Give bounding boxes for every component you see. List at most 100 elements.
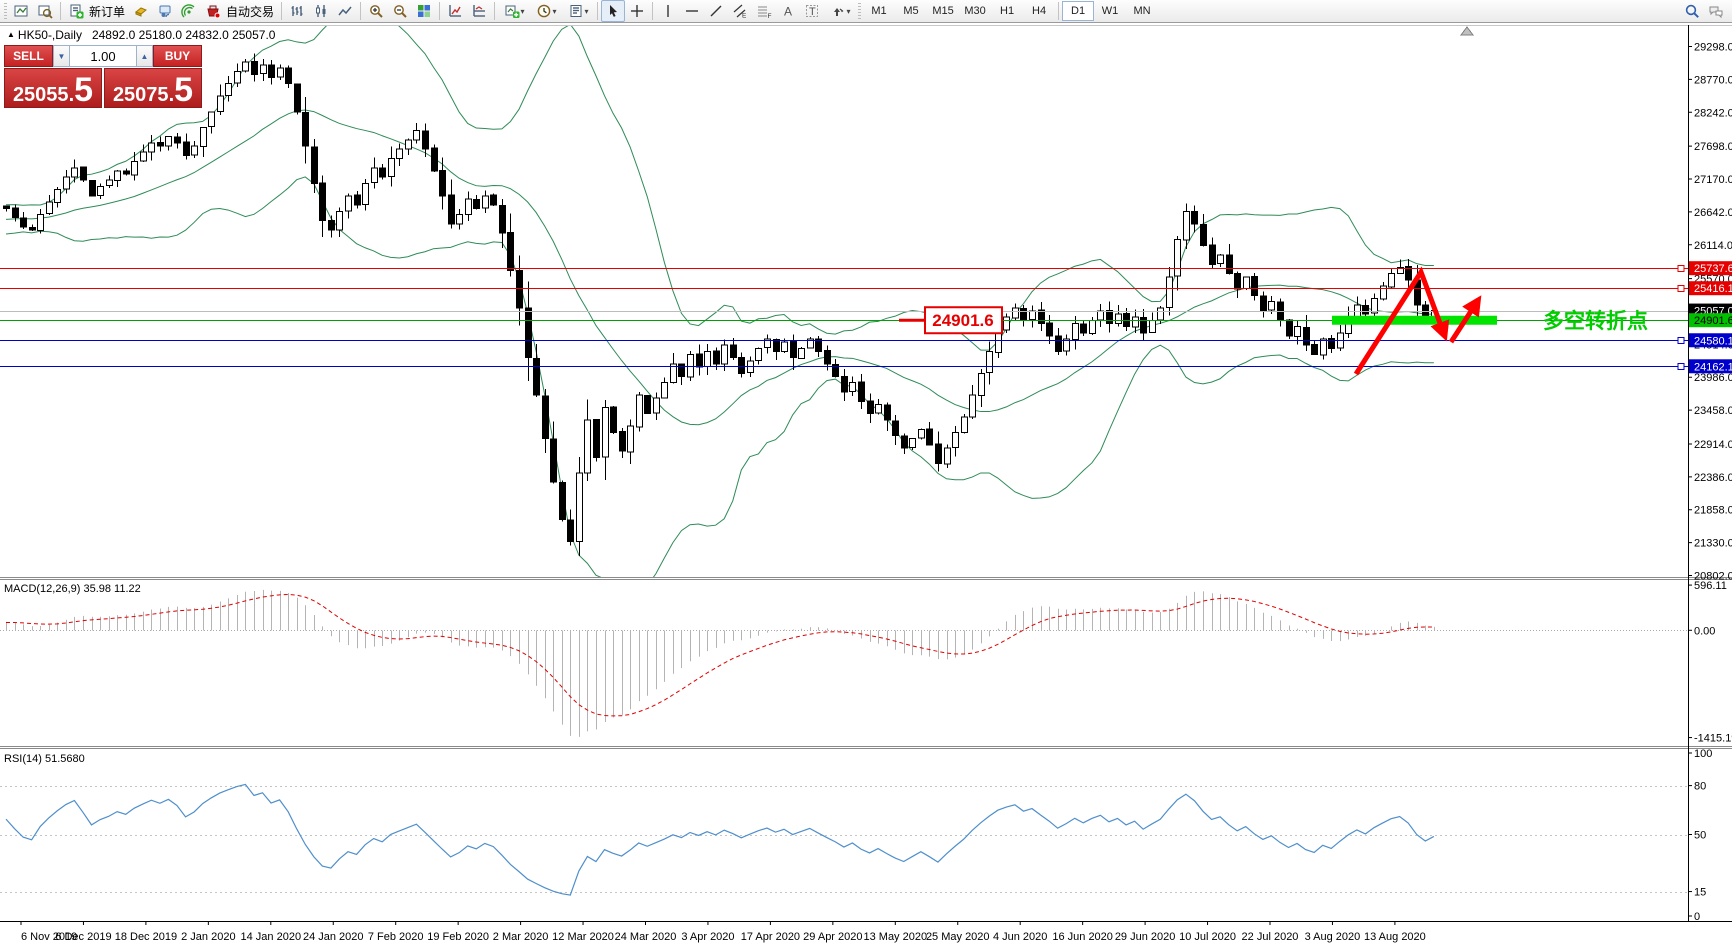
- text-label-button[interactable]: T: [800, 0, 824, 22]
- templates-button[interactable]: ▾: [562, 0, 594, 22]
- arrows-button[interactable]: ▾: [824, 0, 856, 22]
- one-click-trading-panel: SELL ▼ ▲ BUY 25055.5 25075.5: [4, 45, 202, 108]
- search-button[interactable]: [1680, 0, 1704, 22]
- svg-text:27170.0: 27170.0: [1694, 174, 1732, 186]
- timeframe-m5[interactable]: M5: [903, 5, 919, 17]
- svg-text:6 Dec 2019: 6 Dec 2019: [55, 931, 111, 943]
- candle-chart-button[interactable]: [309, 0, 333, 22]
- fibonacci-icon: F: [756, 3, 772, 19]
- line-chart-button[interactable]: [333, 0, 357, 22]
- svg-text:T: T: [809, 6, 816, 18]
- svg-text:23458.0: 23458.0: [1694, 405, 1732, 417]
- svg-text:24162.1: 24162.1: [1694, 361, 1732, 373]
- text-button[interactable]: A: [776, 0, 800, 22]
- zoom-in-icon: [368, 3, 384, 19]
- sell-button[interactable]: SELL: [4, 45, 53, 67]
- zoom-out-button[interactable]: [388, 0, 412, 22]
- cursor-button[interactable]: [601, 0, 626, 22]
- red-up-arrow[interactable]: [1448, 295, 1482, 344]
- toolbar: 新订单 自动交易 ▾ ▾ ▾ E F A T ▾ M1 M5 M15 M30 H1 H4 D1 W1 MN: [0, 0, 1732, 23]
- svg-text:24901.6: 24901.6: [1694, 315, 1732, 327]
- bar-chart-button[interactable]: [285, 0, 309, 22]
- periods-button[interactable]: ▾: [530, 0, 562, 22]
- timeframe-m30[interactable]: M30: [964, 5, 986, 17]
- volume-input[interactable]: [70, 45, 136, 67]
- red-zigzag-arrow[interactable]: [1353, 266, 1450, 376]
- signals-icon: [181, 3, 197, 19]
- add-indicator-button[interactable]: ▾: [498, 0, 530, 22]
- text-icon: A: [780, 3, 796, 19]
- zoom-in-button[interactable]: [364, 0, 388, 22]
- new-order-button[interactable]: [64, 0, 88, 22]
- indicator-windows-button[interactable]: [467, 0, 491, 22]
- sell-price[interactable]: 25055. 5: [4, 68, 102, 108]
- timeframe-mn[interactable]: MN: [1133, 5, 1151, 17]
- trend-line-button[interactable]: [704, 0, 728, 22]
- svg-text:15: 15: [1694, 887, 1706, 899]
- editor-button[interactable]: [129, 0, 153, 22]
- chart-symbol: HK50-,Daily: [17, 28, 82, 42]
- toolbar-gripper[interactable]: [4, 3, 7, 19]
- price-callout-box[interactable]: [924, 306, 1003, 335]
- svg-text:6 Nov 2019: 6 Nov 2019: [21, 931, 77, 943]
- add-indicator-icon: [504, 3, 520, 19]
- cursor-icon: [605, 3, 621, 19]
- chart-shift-marker[interactable]: [1460, 26, 1474, 36]
- volume-decrease-button[interactable]: ▼: [53, 45, 70, 67]
- svg-text:100: 100: [1694, 748, 1712, 760]
- timeframe-h1[interactable]: H1: [1000, 5, 1015, 17]
- fibonacci-button[interactable]: F: [752, 0, 776, 22]
- svg-text:80: 80: [1694, 781, 1706, 793]
- profiles-button[interactable]: [33, 0, 57, 22]
- svg-text:2 Mar 2020: 2 Mar 2020: [493, 931, 549, 943]
- svg-text:18 Dec 2019: 18 Dec 2019: [115, 931, 177, 943]
- svg-text:0.00: 0.00: [1694, 625, 1715, 637]
- svg-text:22386.0: 22386.0: [1694, 472, 1732, 484]
- timeframe-h4[interactable]: H4: [1032, 5, 1047, 17]
- svg-text:21330.0: 21330.0: [1694, 538, 1732, 550]
- timeframe-w1[interactable]: W1: [1101, 5, 1119, 17]
- svg-text:29 Jun 2020: 29 Jun 2020: [1115, 931, 1176, 943]
- toolbar-separator: [1058, 2, 1060, 20]
- crosshair-button[interactable]: [625, 0, 649, 22]
- toolbar-separator: [360, 2, 362, 20]
- community-icon: [157, 3, 173, 19]
- chart-title: ▲ HK50-,Daily 24892.0 25180.0 24832.0 2505…: [7, 28, 275, 42]
- autotrade-label[interactable]: 自动交易: [226, 4, 275, 19]
- svg-text:20802.0: 20802.0: [1694, 571, 1732, 583]
- charts-button[interactable]: [9, 0, 33, 22]
- vertical-line-button[interactable]: [656, 0, 680, 22]
- svg-text:13 May 2020: 13 May 2020: [863, 931, 927, 943]
- timeframe-m1[interactable]: M1: [871, 5, 887, 17]
- signals-button[interactable]: [177, 0, 201, 22]
- vertical-line-icon: [660, 3, 676, 19]
- svg-text:A: A: [784, 5, 792, 19]
- macd-label: MACD(12,26,9) 35.98 11.22: [4, 583, 141, 595]
- green-trend-bar[interactable]: [1332, 315, 1497, 325]
- chat-button[interactable]: [1704, 0, 1728, 22]
- horizontal-line-button[interactable]: [680, 0, 704, 22]
- tile-windows-button[interactable]: [412, 0, 436, 22]
- timeframe-m15[interactable]: M15: [932, 5, 954, 17]
- candle-chart-icon: [313, 3, 329, 19]
- indicators-button[interactable]: [443, 0, 467, 22]
- equidistant-channel-button[interactable]: E: [728, 0, 752, 22]
- svg-text:E: E: [742, 13, 747, 20]
- toolbar-right: [1680, 0, 1732, 22]
- timeframe-gripper[interactable]: [858, 3, 862, 19]
- new-order-label[interactable]: 新订单: [89, 4, 126, 19]
- timeframe-d1[interactable]: D1: [1062, 1, 1095, 21]
- svg-text:596.11: 596.11: [1694, 580, 1727, 592]
- buy-button[interactable]: BUY: [153, 45, 202, 67]
- zoom-out-icon: [392, 3, 408, 19]
- chart-ohlc: 24892.0 25180.0 24832.0 25057.0: [91, 28, 276, 42]
- volume-increase-button[interactable]: ▲: [136, 45, 153, 67]
- toolbar-separator: [439, 2, 441, 20]
- svg-text:28242.0: 28242.0: [1694, 107, 1732, 119]
- svg-text:-1415.19: -1415.19: [1694, 733, 1732, 745]
- autotrade-button[interactable]: [201, 0, 225, 22]
- templates-icon: [568, 3, 584, 19]
- buy-price[interactable]: 25075. 5: [104, 68, 202, 108]
- community-button[interactable]: [153, 0, 177, 22]
